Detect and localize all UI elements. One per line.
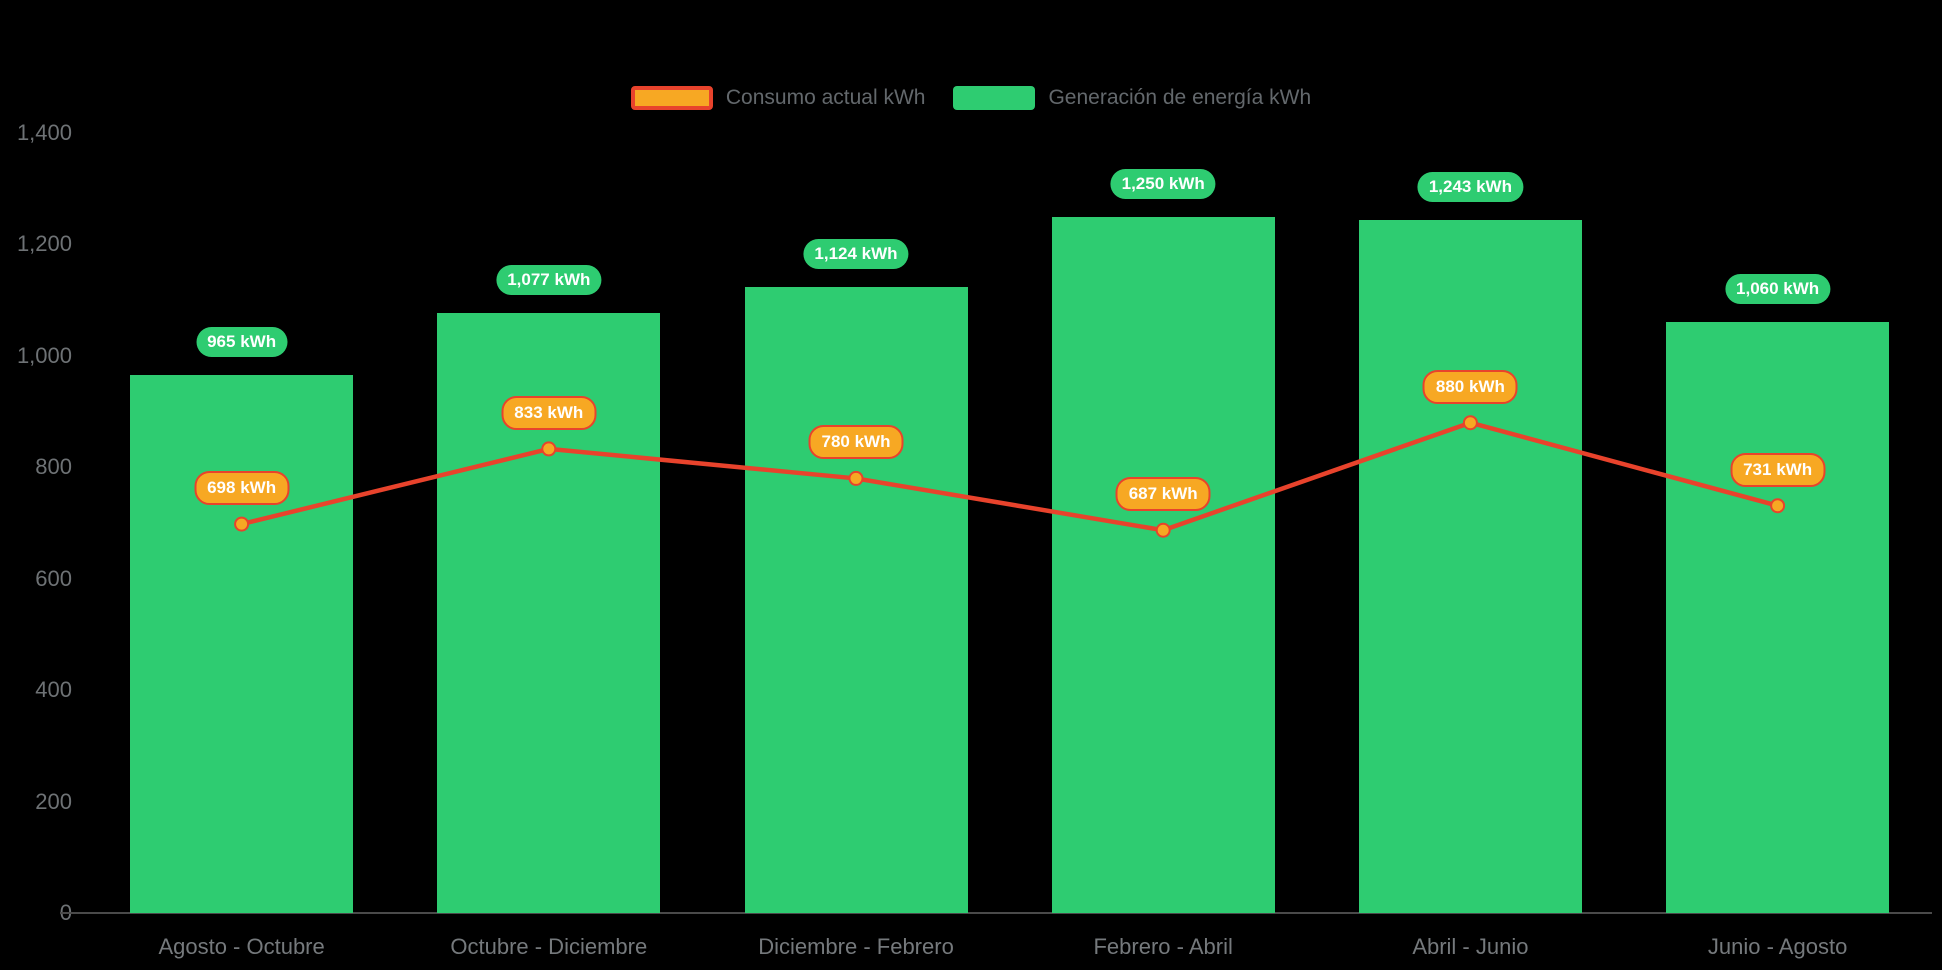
x-axis-category-label: Febrero - Abril [1093, 934, 1233, 959]
consumo-point[interactable] [1155, 522, 1171, 538]
bar-generacion[interactable] [1358, 220, 1582, 913]
point-value-label: 687 kWh [1115, 477, 1211, 512]
bar-value-label: 1,243 kWh [1417, 172, 1523, 203]
bar-value-label: 1,250 kWh [1110, 168, 1216, 199]
x-axis-category-label: Abril - Junio [1412, 934, 1529, 959]
bar-value-label: 1,060 kWh [1725, 274, 1831, 305]
legend: Consumo actual kWh Generación de energía … [0, 86, 1942, 110]
x-axis-line [60, 912, 1932, 914]
point-value-label: 780 kWh [808, 425, 904, 460]
bar-generacion[interactable] [744, 286, 968, 913]
y-axis-tick-label: 1,000 [16, 342, 72, 368]
x-axis-category-label: Junio - Agosto [1707, 934, 1848, 959]
bar-generacion[interactable] [1666, 322, 1890, 913]
bar-value-label: 1,124 kWh [803, 238, 909, 269]
bar-generacion[interactable] [130, 375, 354, 913]
x-axis-category-label: Diciembre - Febrero [758, 934, 954, 959]
consumo-point[interactable] [848, 470, 864, 486]
consumo-point[interactable] [1770, 498, 1786, 514]
y-axis-tick-label: 200 [35, 788, 72, 814]
legend-item-label: Generación de energía kWh [1048, 86, 1312, 109]
x-axis-category-label: Octubre - Diciembre [450, 934, 648, 959]
legend-item-generacion[interactable]: Generación de energía kWh [953, 86, 1311, 110]
y-axis-tick-label: 1,200 [16, 231, 72, 257]
consumo-point[interactable] [541, 441, 557, 457]
y-axis-tick-label: 600 [35, 565, 72, 591]
point-value-label: 833 kWh [501, 395, 597, 430]
legend-item-label: Consumo actual kWh [725, 86, 926, 109]
legend-swatch-bar [953, 86, 1036, 110]
bar-value-label: 1,077 kWh [496, 264, 602, 295]
point-value-label: 698 kWh [194, 471, 290, 506]
bar-value-label: 965 kWh [196, 327, 288, 358]
y-axis-tick-label: 400 [35, 677, 72, 703]
point-value-label: 880 kWh [1422, 369, 1518, 404]
legend-swatch-line [630, 86, 713, 110]
x-axis-category-label: Agosto - Octubre [158, 934, 325, 959]
consumo-point[interactable] [234, 516, 250, 532]
legend-item-consumo[interactable]: Consumo actual kWh [630, 86, 926, 110]
point-value-label: 731 kWh [1730, 452, 1826, 487]
consumo-line [239, 420, 1780, 533]
y-axis-tick-label: 1,400 [16, 120, 72, 145]
consumo-point[interactable] [1462, 415, 1478, 431]
bar-generacion[interactable] [1051, 216, 1275, 913]
y-axis-tick-label: 800 [35, 454, 72, 480]
